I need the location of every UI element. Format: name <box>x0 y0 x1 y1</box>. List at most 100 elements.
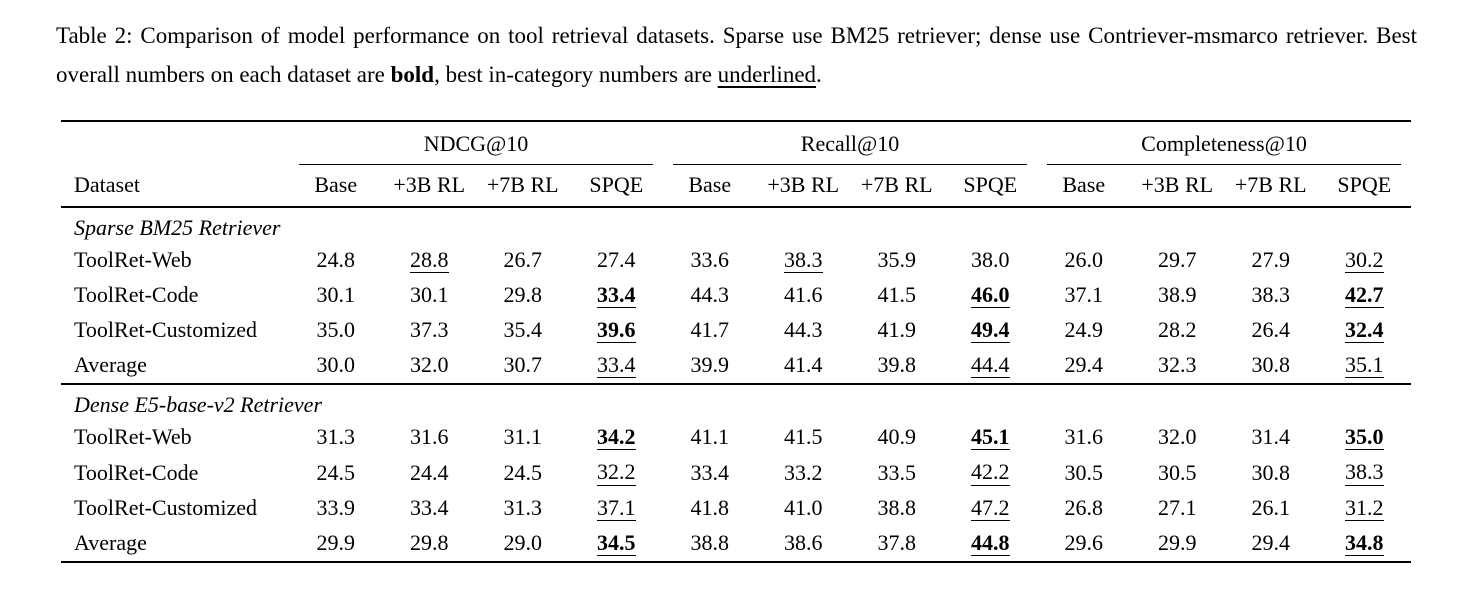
metric-group-header: Recall@10 <box>663 121 1037 166</box>
value-cell: 41.5 <box>757 420 851 455</box>
value-cell: 37.1 <box>570 491 664 526</box>
metric-value: 29.4 <box>1251 529 1291 555</box>
model-column-header: +3B RL <box>756 165 850 209</box>
value-cell: 41.4 <box>757 348 851 384</box>
metric-value: 47.2 <box>971 494 1010 521</box>
caption-underline-word: underlined <box>717 62 817 88</box>
value-cell: 41.8 <box>663 491 757 526</box>
value-cell: 33.5 <box>850 455 944 490</box>
metric-value: 32.2 <box>597 459 636 486</box>
caption-bold-word: bold <box>390 62 435 88</box>
metric-value: 29.7 <box>1158 247 1197 273</box>
dataset-name-cell: ToolRet-Customized <box>74 494 257 520</box>
metric-value: 38.8 <box>877 494 917 520</box>
metric-value: 37.8 <box>877 529 917 555</box>
metric-value: 32.0 <box>410 352 449 378</box>
metric-value: 42.7 <box>1345 282 1384 309</box>
metric-value: 26.1 <box>1251 494 1291 520</box>
metric-value: 40.9 <box>877 424 917 450</box>
caption-text-3: . <box>816 62 822 88</box>
metric-value: 30.8 <box>1251 352 1291 378</box>
value-cell: 47.2 <box>944 491 1038 526</box>
value-cell: 44.3 <box>757 313 851 348</box>
value-cell: 30.2 <box>1318 243 1412 278</box>
value-cell: 35.1 <box>1318 348 1412 384</box>
metric-value: 30.8 <box>1251 459 1291 485</box>
metric-value: 35.1 <box>1345 352 1384 379</box>
value-cell: 33.6 <box>663 243 757 278</box>
metric-value: 31.2 <box>1345 494 1384 521</box>
value-cell: 31.3 <box>476 491 570 526</box>
value-cell: 34.5 <box>570 526 664 562</box>
value-cell: 29.7 <box>1131 243 1225 278</box>
value-cell: 29.8 <box>476 278 570 313</box>
dataset-column-header: Dataset <box>61 165 289 209</box>
caption-text-1: Table 2: Comparison of model performance… <box>56 23 1417 88</box>
metric-value: 30.1 <box>316 282 356 308</box>
model-column-header: +3B RL <box>382 165 476 209</box>
value-cell: 31.4 <box>1224 420 1318 455</box>
metric-value: 38.3 <box>1251 282 1291 308</box>
section-header-row: Dense E5-base-v2 Retriever <box>61 383 1411 421</box>
value-cell: 38.0 <box>944 243 1038 278</box>
results-table: NDCG@10 Recall@10 Completeness@10 Dataset B… <box>61 120 1411 563</box>
metric-value: 32.3 <box>1158 352 1197 378</box>
metric-value: 29.9 <box>1158 529 1197 555</box>
metric-value: 31.3 <box>316 424 356 450</box>
value-cell: 30.5 <box>1131 455 1225 490</box>
value-cell: 33.4 <box>570 278 664 313</box>
value-cell: 37.3 <box>383 313 477 348</box>
metric-value: 29.9 <box>316 529 356 555</box>
metric-value: 41.9 <box>877 317 917 343</box>
metric-value: 33.4 <box>690 459 730 485</box>
model-column-header: +7B RL <box>850 165 944 209</box>
metric-value: 41.5 <box>877 282 917 308</box>
metric-value: 29.6 <box>1064 529 1104 555</box>
dataset-name-cell: ToolRet-Customized <box>74 317 257 343</box>
value-cell: 46.0 <box>944 278 1038 313</box>
section-title: Dense E5-base-v2 Retriever <box>61 383 1411 421</box>
table-row: ToolRet-Code 24.5 24.4 24.5 32.2 33.4 33.2 33.5… <box>61 455 1411 490</box>
metric-value: 37.1 <box>597 494 636 521</box>
metric-value: 28.8 <box>410 247 449 274</box>
section-title: Sparse BM25 Retriever <box>74 215 281 241</box>
value-cell: 30.5 <box>1037 455 1131 490</box>
metric-value: 24.5 <box>503 459 543 485</box>
metric-value: 49.4 <box>971 317 1010 344</box>
metric-value: 31.3 <box>503 494 543 520</box>
value-cell: 24.9 <box>1037 313 1131 348</box>
value-cell: 26.1 <box>1224 491 1318 526</box>
table-row: ToolRet-Code 30.1 30.1 29.8 33.4 44.3 41.6 41.5… <box>61 278 1411 313</box>
metric-value: 38.3 <box>784 247 823 274</box>
dataset-name-cell: Average <box>74 529 147 555</box>
value-cell: 24.4 <box>383 455 477 490</box>
value-cell: 29.6 <box>1037 526 1131 562</box>
metric-value: 29.8 <box>410 529 449 555</box>
metric-value: 45.1 <box>971 424 1010 451</box>
metric-value: 44.4 <box>971 352 1010 379</box>
model-column-header: SPQE <box>1317 165 1411 209</box>
metric-group-row: NDCG@10 Recall@10 Completeness@10 <box>61 121 1411 166</box>
dataset-name-cell: ToolRet-Web <box>74 247 192 273</box>
metric-value: 41.5 <box>784 424 823 450</box>
metric-value: 26.8 <box>1064 494 1104 520</box>
column-header-row: Dataset Base +3B RL +7B RL SPQE Base +3B RL +7B… <box>61 165 1411 209</box>
metric-group-label: Recall@10 <box>673 131 1027 166</box>
metric-value: 29.4 <box>1064 352 1104 378</box>
metric-value: 38.0 <box>971 247 1010 273</box>
metric-value: 34.8 <box>1345 529 1384 556</box>
value-cell: 49.4 <box>944 313 1038 348</box>
value-cell: 29.4 <box>1224 526 1318 562</box>
metric-value: 37.1 <box>1064 282 1104 308</box>
dataset-name-cell: ToolRet-Code <box>74 282 199 308</box>
table-row: ToolRet-Customized 35.0 37.3 35.4 39.6 41.7 44… <box>61 313 1411 348</box>
value-cell: 35.0 <box>1318 420 1412 455</box>
value-cell: 39.6 <box>570 313 664 348</box>
value-cell: 26.0 <box>1037 243 1131 278</box>
value-cell: 32.0 <box>1131 420 1225 455</box>
metric-value: 24.8 <box>316 247 356 273</box>
table-row: Average 30.0 32.0 30.7 33.4 39.9 41.4 39.8 44.4 2… <box>61 348 1411 384</box>
metric-value: 31.4 <box>1251 424 1291 450</box>
metric-value: 24.4 <box>410 459 449 485</box>
metric-value: 35.9 <box>877 247 917 273</box>
